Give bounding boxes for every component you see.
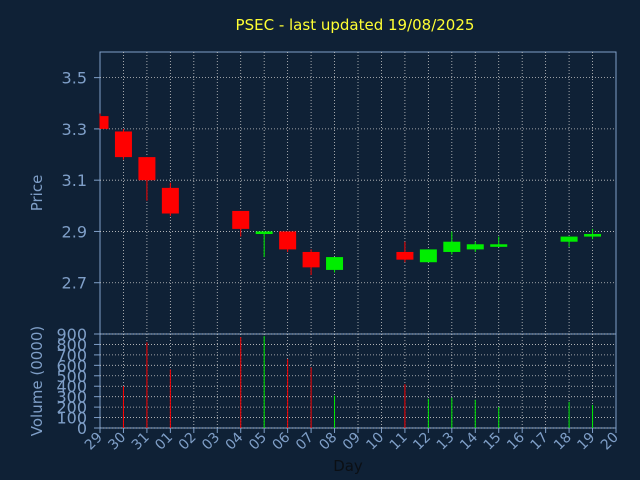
volume-gridlines — [100, 333, 616, 429]
volume-bars — [122, 336, 594, 428]
volume-tick-label: 800 — [56, 335, 87, 354]
x-tick-label: 16 — [504, 429, 528, 453]
candle-body — [100, 116, 109, 129]
candle — [326, 257, 344, 273]
x-tick-label: 04 — [223, 429, 247, 453]
x-tick-label: 17 — [528, 430, 552, 454]
volume-tick-label: 400 — [56, 377, 87, 396]
candle — [279, 231, 297, 252]
price-axis-label: Price — [28, 175, 46, 212]
candle-body — [138, 157, 156, 181]
candle-body — [466, 244, 484, 250]
volume-tick-label: 600 — [56, 356, 87, 375]
chart-title: PSEC - last updated 19/08/2025 — [236, 16, 475, 34]
x-tick-label: 12 — [410, 430, 434, 454]
price-tick-label: 3.5 — [62, 69, 87, 88]
candle — [466, 241, 484, 252]
price-y-ticks: 2.7 2.9 3.1 3.3 3.5 — [62, 69, 100, 293]
volume-frame — [99, 333, 617, 429]
candle-body — [490, 244, 508, 247]
price-tick-label: 2.9 — [62, 222, 87, 241]
candle — [138, 157, 156, 201]
candle — [99, 113, 109, 129]
price-tick-label: 3.3 — [62, 120, 87, 139]
volume-tick-label: 300 — [56, 388, 87, 407]
x-tick-label: 11 — [387, 430, 411, 454]
x-tick-label: 15 — [481, 430, 505, 454]
x-tick-label: 10 — [363, 430, 387, 454]
price-tick-label: 2.7 — [62, 274, 87, 293]
volume-tick-label: 900 — [56, 325, 87, 344]
x-tick-label: 07 — [293, 430, 317, 454]
x-tick-label: 02 — [176, 430, 200, 454]
candle-body — [443, 241, 461, 252]
candle — [560, 236, 578, 247]
candle-body — [584, 234, 602, 237]
candle-body — [232, 210, 250, 229]
candle-body — [255, 231, 273, 235]
volume-tick-label: 500 — [56, 367, 87, 386]
x-tick-label: 20 — [598, 430, 622, 454]
x-tick-label: 05 — [246, 430, 270, 454]
x-tick-label: 30 — [105, 430, 129, 454]
x-tick-labels: 29 30 31 01 02 03 04 05 06 07 08 09 10 11 12 13 14 15 16 17… — [82, 428, 622, 453]
x-tick-label: 31 — [129, 430, 153, 454]
x-tick-label: 03 — [199, 430, 223, 454]
price-tick-label: 3.1 — [62, 171, 87, 190]
x-tick-label: 13 — [434, 430, 458, 454]
volume-tick-label: 100 — [56, 409, 87, 428]
candle — [302, 249, 320, 276]
price-panel: 2.7 2.9 3.1 3.3 3.5 Price — [28, 51, 617, 335]
volume-tick-label: 700 — [56, 346, 87, 365]
price-gridlines — [100, 52, 616, 334]
candle — [490, 236, 508, 247]
x-tick-label: 08 — [316, 430, 340, 454]
candle-body — [302, 251, 320, 268]
candles — [99, 113, 602, 276]
x-tick-label: 06 — [270, 429, 294, 453]
candle-body — [419, 249, 437, 263]
volume-axis-label: Volume (0000) — [28, 326, 46, 436]
candle — [161, 182, 179, 217]
x-tick-label: 19 — [574, 430, 598, 454]
x-tick-label: 09 — [340, 430, 364, 454]
candle — [114, 128, 132, 160]
x-tick-label: 14 — [457, 429, 481, 453]
x-axis-label: Day — [333, 457, 363, 475]
candle — [443, 231, 461, 255]
candle — [419, 249, 437, 263]
candle-body — [114, 131, 132, 158]
candle — [255, 231, 273, 258]
volume-tick-label: 200 — [56, 398, 87, 417]
candle — [232, 210, 250, 237]
candle-body — [161, 187, 179, 214]
candle-body — [560, 236, 578, 242]
candle — [396, 241, 414, 263]
volume-tick-label: 0 — [77, 419, 87, 438]
candle-body — [279, 231, 297, 250]
candle-body — [326, 257, 344, 270]
candle — [584, 228, 602, 240]
x-tick-label: 18 — [551, 430, 575, 454]
x-tick-label: 01 — [152, 430, 176, 454]
candle-body — [396, 251, 414, 260]
